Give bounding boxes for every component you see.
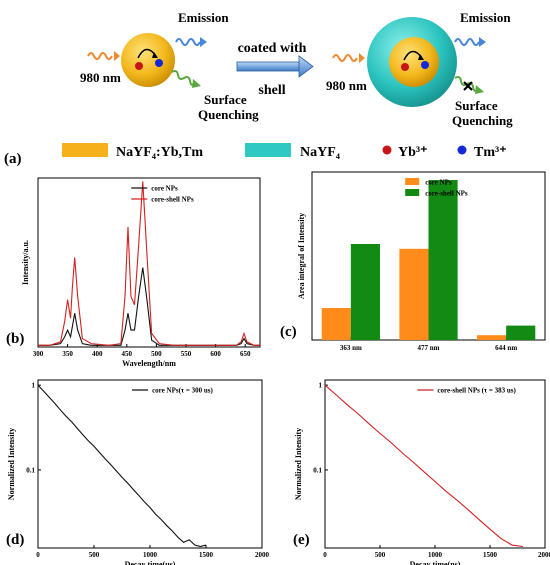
legend-label: core NPs [425, 179, 452, 187]
x-tick-label: 363 nm [340, 344, 362, 352]
bar [399, 249, 428, 340]
x-tick-label: 1000 [428, 551, 443, 559]
x-axis-label: Wavelength/nm [122, 359, 176, 368]
y-axis-label: Area integral of Intensity [297, 213, 306, 299]
x-tick-label: 500 [375, 551, 386, 559]
legend-label: core-shell NPs [425, 190, 468, 198]
quenching-label: Surface [204, 92, 247, 107]
quenching-label: Quenching [452, 113, 513, 128]
x-tick-label: 650 [240, 350, 251, 358]
legend-swatch [245, 143, 291, 157]
coating-arrow: coated with shell [237, 41, 313, 98]
x-tick-label: 300 [33, 350, 44, 358]
x-tick-label: 1500 [199, 551, 214, 559]
plot-frame [38, 380, 262, 548]
bar [322, 308, 351, 340]
legend-label: core NPs(τ = 300 us) [152, 387, 213, 395]
data-line [38, 385, 206, 546]
x-axis-label: Decay time(us) [125, 560, 176, 565]
excitation-label: 980 nm [80, 70, 121, 85]
schematic-legend: (a) NaYF₄:Yb,Tm NaYF₄ Yb³⁺ Tm³⁺ [4, 143, 507, 167]
x-tick-label: 477 nm [418, 344, 440, 352]
y-tick-label: 1 [32, 382, 36, 390]
core-particle: Emission 980 nm Surface Quenching [80, 10, 259, 122]
x-tick-label: 500 [89, 551, 100, 559]
y-axis-label: Normalized Intensity [7, 428, 16, 500]
legend-swatch [458, 146, 467, 155]
arrow-label: shell [258, 83, 285, 98]
chart: 363 nm 477 nm 644 nm Area integral of Inten… [280, 172, 545, 352]
data-line [325, 385, 523, 546]
legend-label: core NPs [151, 185, 178, 193]
x-tick-label: 2000 [538, 551, 550, 559]
bar [477, 335, 506, 340]
legend-label: Yb³⁺ [398, 145, 427, 160]
legend-label: Tm³⁺ [474, 145, 507, 160]
figure: Emission 980 nm Surface Quenching coated… [0, 0, 550, 565]
panel-label: (d) [6, 532, 24, 548]
core-shell-particle: Emission 980 nm Surface Quenching [326, 10, 513, 128]
quenching-label: Surface [455, 98, 498, 113]
x-tick-label: 500 [151, 350, 162, 358]
legend-swatch [383, 146, 392, 155]
chart: 300 350 400 450 500 550 600 650 Wavelength/nm Int… [6, 178, 260, 368]
x-tick-label: 644 nm [495, 344, 517, 352]
bar [506, 326, 535, 340]
legend-swatch [405, 189, 419, 196]
x-tick-label: 0 [36, 551, 40, 559]
legend-swatch [405, 178, 419, 185]
y-tick-label: 0.1 [26, 466, 35, 474]
legend-label: core-shell NPs (τ = 383 us) [437, 387, 516, 395]
panel-label: (c) [280, 324, 297, 340]
bar [351, 244, 380, 340]
x-tick-label: 400 [92, 350, 103, 358]
excitation-label: 980 nm [326, 78, 367, 93]
page: Emission 980 nm Surface Quenching coated… [0, 0, 550, 565]
x-tick-label: 550 [181, 350, 192, 358]
chart: 0 500 1000 1500 2000 0.1 1 Decay time(ns) Normal… [293, 380, 550, 565]
quenching-label: Quenching [198, 107, 259, 122]
panel-label: (a) [4, 151, 22, 167]
panel-label: (e) [293, 532, 310, 548]
x-axis-label: Decay time(ns) [410, 560, 461, 565]
legend-label: core-shell NPs [151, 196, 194, 204]
x-tick-label: 600 [210, 350, 221, 358]
legend-label: NaYF₄:Yb,Tm [116, 145, 203, 160]
legend-swatch [62, 143, 108, 157]
panel-label: (b) [6, 331, 24, 347]
x-tick-label: 1500 [483, 551, 498, 559]
emission-label: Emission [178, 10, 229, 25]
y-axis-label: Normalized Intensity [294, 428, 303, 500]
chart: 0 500 1000 1500 2000 0.1 1 Decay time(us) Normal… [6, 380, 270, 565]
y-tick-label: 1 [319, 382, 323, 390]
y-tick-label: 0.1 [313, 466, 322, 474]
x-tick-label: 450 [122, 350, 133, 358]
y-axis-label: Intensity/a.u. [21, 240, 30, 285]
x-tick-label: 2000 [255, 551, 270, 559]
arrow-label: coated with [238, 41, 307, 56]
x-tick-label: 1000 [143, 551, 158, 559]
bar [429, 180, 458, 340]
x-tick-label: 350 [62, 350, 73, 358]
x-tick-label: 0 [323, 551, 327, 559]
plot-frame [325, 380, 545, 548]
emission-label: Emission [460, 10, 511, 25]
legend-label: NaYF₄ [300, 145, 341, 160]
